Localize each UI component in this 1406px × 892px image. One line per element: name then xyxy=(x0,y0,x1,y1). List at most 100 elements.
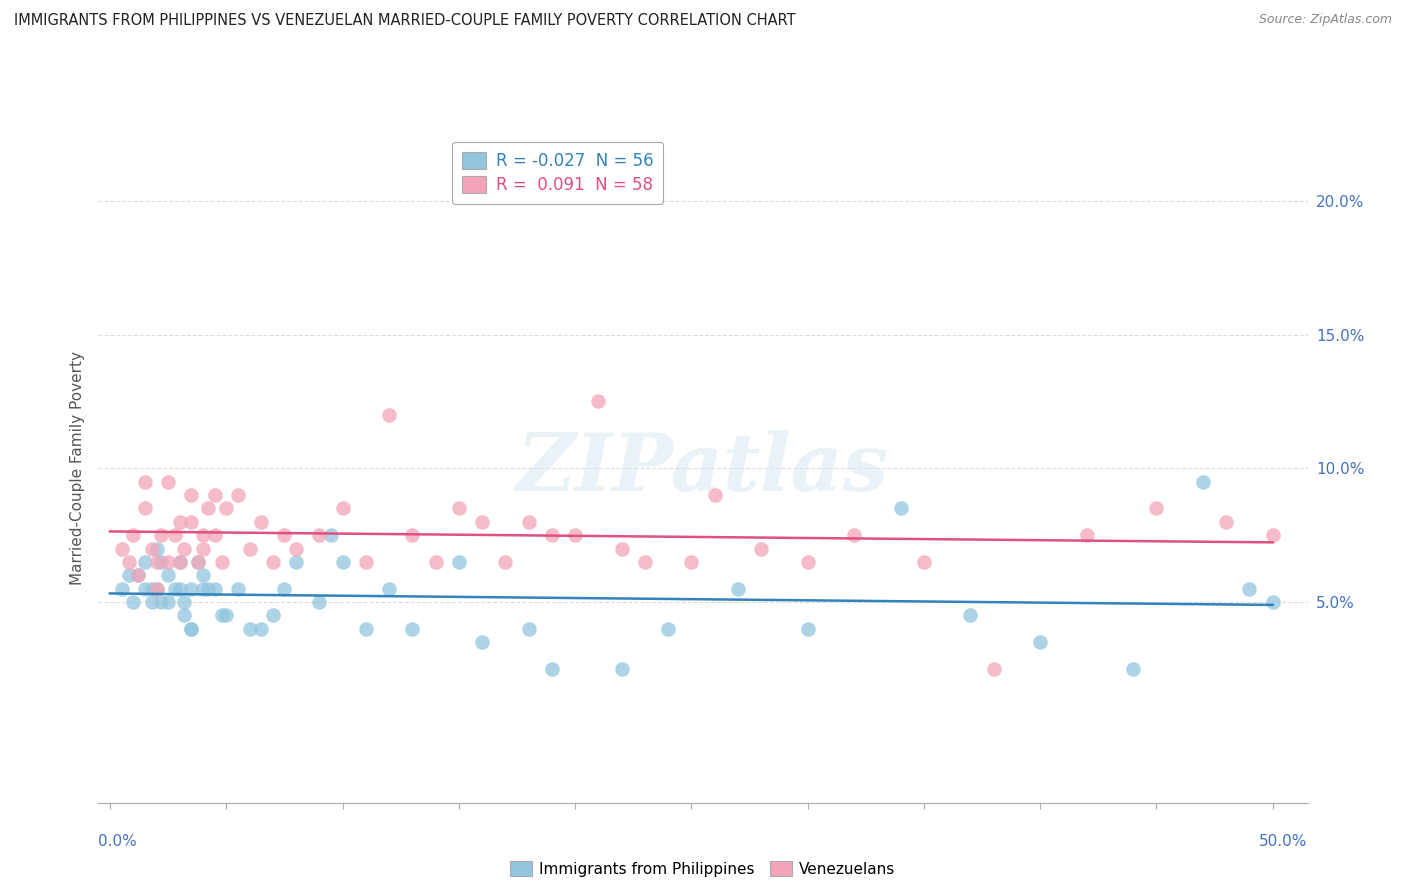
Point xyxy=(111,582,134,596)
Point xyxy=(169,515,191,529)
Point xyxy=(180,622,202,636)
Point xyxy=(540,528,562,542)
Point xyxy=(197,501,219,516)
Point xyxy=(191,541,214,556)
Point xyxy=(447,501,470,516)
Point xyxy=(150,555,173,569)
Point xyxy=(1239,582,1261,596)
Point xyxy=(141,582,163,596)
Point xyxy=(447,555,470,569)
Point xyxy=(127,568,149,582)
Point xyxy=(564,528,586,542)
Y-axis label: Married-Couple Family Poverty: Married-Couple Family Poverty xyxy=(69,351,84,585)
Point xyxy=(239,622,262,636)
Point xyxy=(187,555,209,569)
Point xyxy=(262,608,284,623)
Point xyxy=(239,541,262,556)
Point xyxy=(145,555,167,569)
Point xyxy=(517,515,540,529)
Point xyxy=(285,555,308,569)
Point xyxy=(959,608,981,623)
Point xyxy=(204,528,226,542)
Point xyxy=(749,541,772,556)
Point xyxy=(145,582,167,596)
Point xyxy=(122,528,145,542)
Point xyxy=(165,528,187,542)
Point xyxy=(150,528,173,542)
Point xyxy=(211,555,233,569)
Text: ZIPatlas: ZIPatlas xyxy=(517,430,889,507)
Point xyxy=(150,595,173,609)
Point xyxy=(1261,595,1284,609)
Point xyxy=(471,515,494,529)
Point xyxy=(1076,528,1098,542)
Point xyxy=(180,488,202,502)
Legend: Immigrants from Philippines, Venezuelans: Immigrants from Philippines, Venezuelans xyxy=(503,854,903,884)
Point xyxy=(1261,528,1284,542)
Point xyxy=(401,528,423,542)
Point xyxy=(354,622,377,636)
Point xyxy=(187,555,209,569)
Point xyxy=(141,595,163,609)
Text: 50.0%: 50.0% xyxy=(1260,834,1308,849)
Point xyxy=(308,528,330,542)
Point xyxy=(118,555,141,569)
Point xyxy=(169,555,191,569)
Point xyxy=(157,555,180,569)
Point xyxy=(378,582,401,596)
Point xyxy=(197,582,219,596)
Point xyxy=(134,555,156,569)
Point xyxy=(226,488,249,502)
Point xyxy=(796,555,818,569)
Point xyxy=(145,582,167,596)
Point xyxy=(173,595,195,609)
Point xyxy=(588,394,610,409)
Point xyxy=(401,622,423,636)
Point xyxy=(204,488,226,502)
Point xyxy=(540,662,562,676)
Point xyxy=(145,541,167,556)
Point xyxy=(610,662,633,676)
Point xyxy=(842,528,865,542)
Point xyxy=(215,501,238,516)
Point xyxy=(215,608,238,623)
Point xyxy=(173,608,195,623)
Point xyxy=(378,408,401,422)
Point xyxy=(494,555,516,569)
Point xyxy=(211,608,233,623)
Point xyxy=(180,515,202,529)
Point xyxy=(191,582,214,596)
Point xyxy=(191,528,214,542)
Point xyxy=(250,622,273,636)
Point xyxy=(471,635,494,649)
Point xyxy=(634,555,657,569)
Point xyxy=(354,555,377,569)
Point xyxy=(127,568,149,582)
Point xyxy=(204,582,226,596)
Point xyxy=(157,595,180,609)
Point xyxy=(308,595,330,609)
Text: 0.0%: 0.0% xyxy=(98,834,138,849)
Point xyxy=(319,528,342,542)
Point xyxy=(134,475,156,489)
Point xyxy=(1215,515,1237,529)
Point xyxy=(111,541,134,556)
Point xyxy=(262,555,284,569)
Point xyxy=(165,582,187,596)
Point xyxy=(983,662,1005,676)
Point xyxy=(1122,662,1144,676)
Point xyxy=(180,622,202,636)
Point xyxy=(157,568,180,582)
Point xyxy=(285,541,308,556)
Point xyxy=(1144,501,1167,516)
Point xyxy=(912,555,935,569)
Point xyxy=(796,622,818,636)
Point xyxy=(332,555,354,569)
Point xyxy=(169,582,191,596)
Point xyxy=(610,541,633,556)
Point xyxy=(122,595,145,609)
Point xyxy=(157,475,180,489)
Point xyxy=(1029,635,1052,649)
Point xyxy=(180,582,202,596)
Point xyxy=(173,541,195,556)
